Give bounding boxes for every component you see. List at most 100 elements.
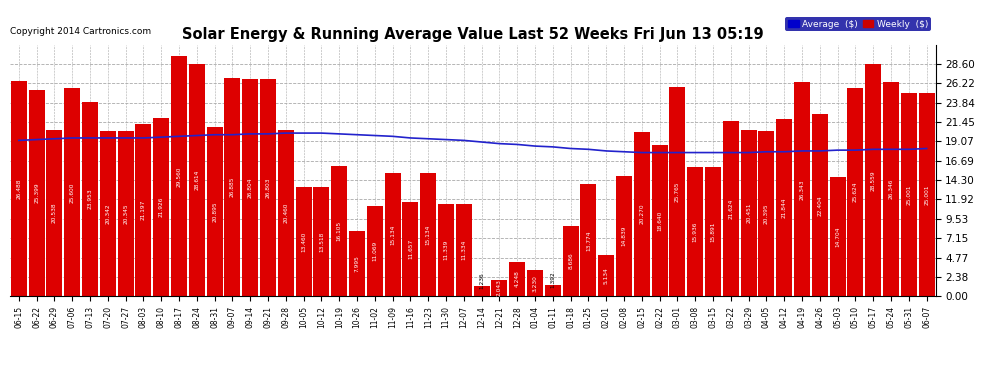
Bar	[865, 64, 881, 296]
Text: 3.230: 3.230	[533, 275, 538, 292]
Text: Copyright 2014 Cartronics.com: Copyright 2014 Cartronics.com	[10, 27, 151, 36]
Bar	[919, 93, 935, 296]
Bar	[794, 82, 810, 296]
Bar	[189, 64, 205, 296]
Legend: Average  ($), Weekly  ($): Average ($), Weekly ($)	[785, 17, 931, 31]
Title: Solar Energy & Running Average Value Last 52 Weeks Fri Jun 13 05:19: Solar Energy & Running Average Value Las…	[182, 27, 763, 42]
Text: 15.936: 15.936	[693, 221, 698, 242]
Bar	[100, 131, 116, 296]
Text: 25.624: 25.624	[853, 182, 858, 203]
Bar	[153, 118, 169, 296]
Text: 20.342: 20.342	[105, 203, 110, 224]
Text: 20.270: 20.270	[640, 204, 644, 224]
Text: 13.518: 13.518	[319, 231, 324, 252]
Text: 13.460: 13.460	[301, 231, 306, 252]
Text: 15.891: 15.891	[711, 222, 716, 242]
Bar	[260, 79, 276, 296]
Bar	[47, 129, 62, 296]
Text: 29.560: 29.560	[176, 166, 181, 186]
Bar	[11, 81, 27, 296]
Text: 26.804: 26.804	[248, 177, 252, 198]
Text: 8.686: 8.686	[568, 253, 573, 269]
Text: 11.334: 11.334	[461, 240, 466, 260]
Text: 22.404: 22.404	[818, 195, 823, 216]
Text: 11.657: 11.657	[408, 239, 413, 259]
Bar	[758, 130, 774, 296]
Text: 20.345: 20.345	[123, 203, 128, 224]
Bar	[491, 280, 508, 296]
Bar	[741, 130, 756, 296]
Bar	[687, 167, 703, 296]
Text: 13.774: 13.774	[586, 230, 591, 251]
Bar	[118, 131, 134, 296]
Text: 14.704: 14.704	[836, 226, 841, 247]
Text: 1.392: 1.392	[550, 272, 555, 288]
Text: 20.895: 20.895	[212, 201, 217, 222]
Text: 26.885: 26.885	[230, 177, 235, 197]
Text: 21.926: 21.926	[158, 197, 163, 217]
Text: 15.134: 15.134	[426, 225, 431, 245]
Bar	[544, 285, 561, 296]
Bar	[723, 121, 739, 296]
Bar	[402, 202, 419, 296]
Text: 25.765: 25.765	[675, 182, 680, 202]
Bar	[438, 204, 454, 296]
Bar	[830, 177, 845, 296]
Bar	[332, 165, 347, 296]
Bar	[883, 82, 899, 296]
Text: 23.953: 23.953	[87, 189, 92, 209]
Bar	[455, 204, 472, 296]
Bar	[384, 173, 401, 296]
Bar	[776, 119, 792, 296]
Bar	[171, 56, 187, 296]
Text: 2.043: 2.043	[497, 279, 502, 296]
Bar	[705, 167, 721, 296]
Bar	[527, 270, 544, 296]
Text: 28.614: 28.614	[194, 170, 199, 190]
Text: 21.844: 21.844	[782, 197, 787, 218]
Bar	[349, 231, 365, 296]
Bar	[420, 173, 437, 296]
Text: 16.105: 16.105	[337, 221, 342, 241]
Text: 4.248: 4.248	[515, 271, 520, 288]
Text: 25.001: 25.001	[907, 184, 912, 205]
Text: 11.339: 11.339	[444, 240, 448, 260]
Text: 26.803: 26.803	[265, 177, 270, 198]
Text: 20.451: 20.451	[746, 203, 751, 223]
Text: 25.399: 25.399	[34, 183, 39, 204]
Bar	[243, 79, 258, 296]
Bar	[64, 88, 80, 296]
Text: 20.395: 20.395	[764, 203, 769, 224]
Text: 1.236: 1.236	[479, 272, 484, 289]
Bar	[509, 262, 526, 296]
Bar	[651, 145, 667, 296]
Bar	[367, 206, 383, 296]
Text: 21.624: 21.624	[729, 198, 734, 219]
Text: 25.001: 25.001	[924, 184, 930, 205]
Bar	[225, 78, 241, 296]
Bar	[207, 127, 223, 296]
Text: 11.069: 11.069	[372, 241, 377, 261]
Bar	[136, 124, 151, 296]
Text: 21.197: 21.197	[141, 200, 146, 220]
Bar	[473, 286, 490, 296]
Bar	[278, 130, 294, 296]
Bar	[901, 93, 917, 296]
Bar	[616, 176, 632, 296]
Bar	[847, 88, 863, 296]
Bar	[82, 102, 98, 296]
Bar	[562, 226, 578, 296]
Text: 7.995: 7.995	[354, 255, 359, 272]
Bar	[634, 132, 649, 296]
Text: 25.600: 25.600	[69, 182, 74, 203]
Text: 20.460: 20.460	[283, 203, 288, 223]
Bar	[669, 87, 685, 296]
Bar	[29, 90, 45, 296]
Bar	[296, 187, 312, 296]
Text: 15.134: 15.134	[390, 225, 395, 245]
Text: 5.134: 5.134	[604, 267, 609, 284]
Text: 18.640: 18.640	[657, 210, 662, 231]
Text: 20.538: 20.538	[51, 202, 56, 223]
Text: 28.559: 28.559	[871, 170, 876, 190]
Text: 26.343: 26.343	[800, 179, 805, 200]
